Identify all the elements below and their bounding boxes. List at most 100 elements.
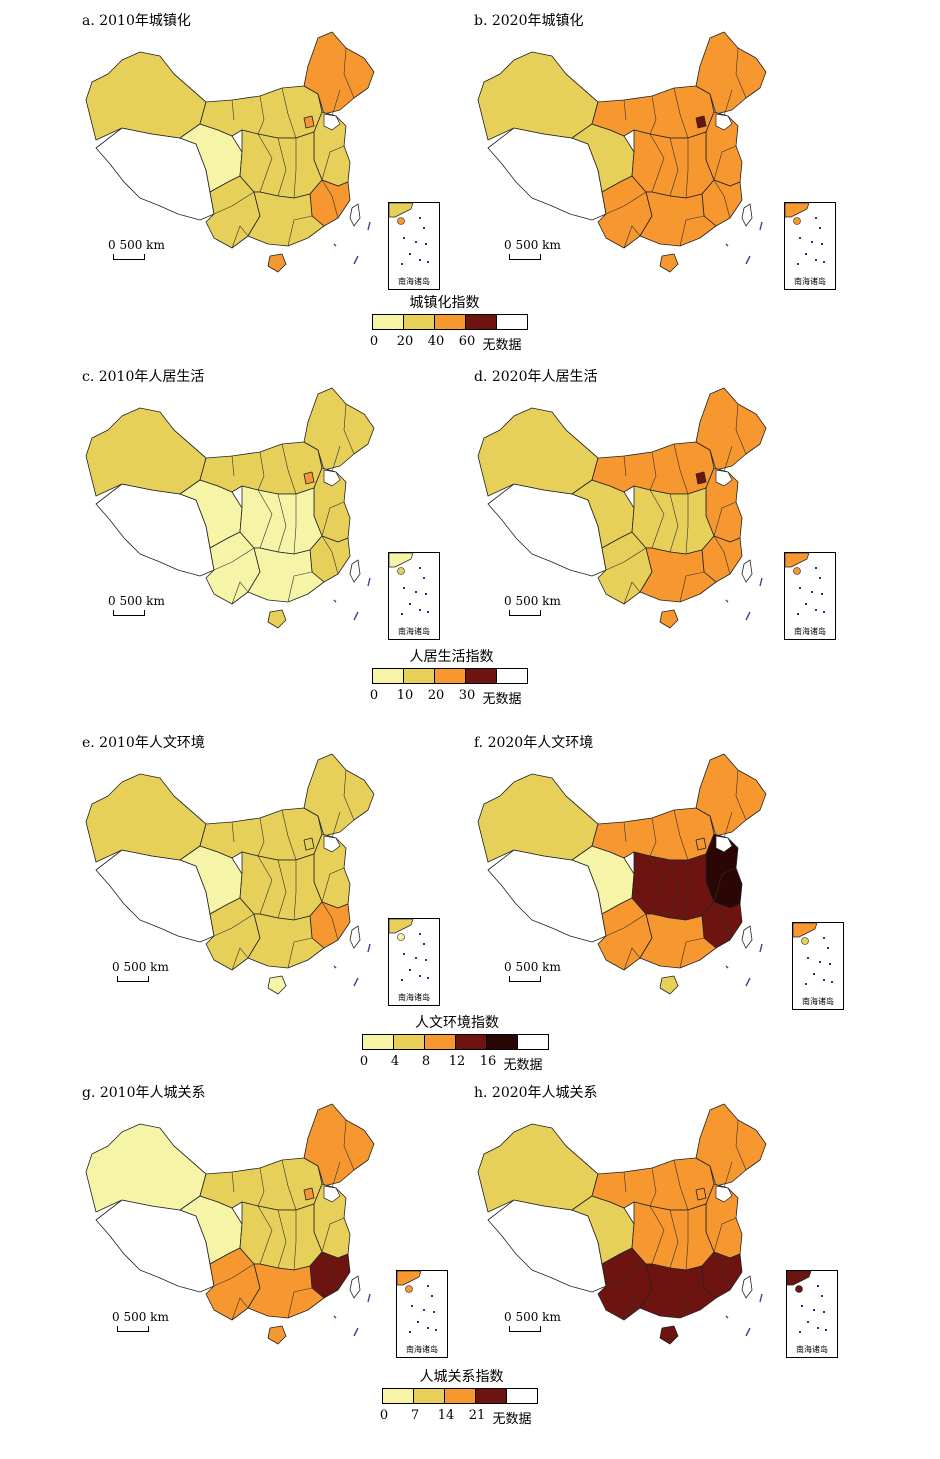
inset-island [415,957,417,959]
province-boundary [231,1171,235,1193]
province-boundary [713,867,737,903]
legend-tick: 12 [448,1054,466,1069]
inset-island [419,933,421,935]
legend-swatch [476,1389,507,1403]
province-boundary [623,99,627,121]
inset-island [417,1321,419,1323]
province-boundary [213,913,255,937]
province-boundary [713,501,737,537]
island-dash [333,965,337,969]
province-boundary [723,445,733,473]
inset-hainan [793,217,801,225]
province-boundary [735,403,747,455]
inset-island [423,943,425,945]
inset-hainan [793,567,801,575]
province-boundary [281,1159,297,1211]
province-boundary [293,494,297,555]
legend-tick: 20 [396,334,414,349]
inset-island [797,263,799,265]
legend-tick: 8 [421,1054,431,1069]
province-boundary [281,443,297,495]
scale-bar: 0 500 km [112,1310,169,1332]
region-central [239,851,323,921]
china-map [477,31,767,273]
inset-island [401,613,403,615]
island-dash [759,1293,763,1303]
region-beijing [695,1187,707,1201]
island-dash [745,1327,751,1337]
island-dash [367,1293,371,1303]
legend-swatch [497,669,527,683]
panel-title: f. 2020年人文环境 [474,735,594,751]
south-china-sea-inset: 南海诸岛 [388,552,440,640]
region-hainan [267,975,287,995]
region-central [631,485,715,555]
province-boundary [257,133,273,193]
province-boundary [287,571,313,603]
province-boundary [679,215,705,247]
inset-label: 南海诸岛 [398,993,430,1002]
legend-tick: 0 [379,1408,389,1423]
inset-label: 南海诸岛 [406,1345,438,1354]
map-panel-c: c. 2010年人居生活 0 500 km [82,366,482,666]
legend-nodata-label: 无数据 [482,692,522,707]
province-boundary [713,145,737,181]
province-boundary [321,145,345,181]
inset-island [799,237,801,239]
legend-tick: 60 [458,334,476,349]
legend-tick: 0 [369,688,379,703]
island-dash [353,255,359,265]
inset-island [821,243,823,245]
province-boundary [649,855,665,915]
inset-island [813,973,815,975]
inset-island [805,603,807,605]
panel-title: e. 2010年人文环境 [82,735,205,751]
region-taiwan [741,203,753,227]
south-china-sea-inset: 南海诸岛 [388,918,440,1006]
panel-title: b. 2020年城镇化 [474,13,584,29]
legend-swatch [404,315,435,329]
inset-coast [389,919,414,934]
inset-island [427,977,429,979]
legend-swatches [362,1034,549,1050]
province-boundary [343,1119,355,1171]
legend-tick: 4 [390,1054,400,1069]
province-boundary [213,191,255,215]
bohai-sea [715,835,733,853]
region-northeast [695,753,767,837]
province-boundary [331,89,341,117]
inset-island [831,981,833,983]
region-central [239,129,323,199]
map-panel-g: g. 2010年人城关系 0 500 km [82,1082,482,1382]
province-boundary [231,947,249,971]
island-dash [333,1315,337,1319]
province-boundary [257,95,265,135]
inset-coast [785,203,810,218]
inset-island [799,1331,801,1333]
legend-title: 城镇化指数 [409,295,480,311]
legend-nodata-label: 无数据 [492,1412,532,1427]
region-xinjiang [85,51,207,141]
province-boundary [685,860,689,921]
province-boundary [277,493,287,553]
inset-island [807,1321,809,1323]
province-boundary [623,581,641,605]
province-boundary [605,547,647,571]
south-china-sea-inset: 南海诸岛 [388,202,440,290]
inset-label: 南海诸岛 [802,997,834,1006]
region-northeast [303,387,375,471]
inset-island [815,217,817,219]
panel-title: h. 2020年人城关系 [474,1085,598,1101]
legend-swatch [363,1035,394,1049]
scale-bar: 0 500 km [112,960,169,982]
legend-swatch [445,1389,476,1403]
island-dash [367,943,371,953]
inset-island [419,259,421,261]
region-taiwan [349,559,361,583]
province-boundary [281,87,297,139]
inset-island [815,259,817,261]
inset-island [817,1285,819,1287]
inset-island [435,1329,437,1331]
region-northeast [695,1103,767,1187]
inset-hainan [795,1285,803,1293]
